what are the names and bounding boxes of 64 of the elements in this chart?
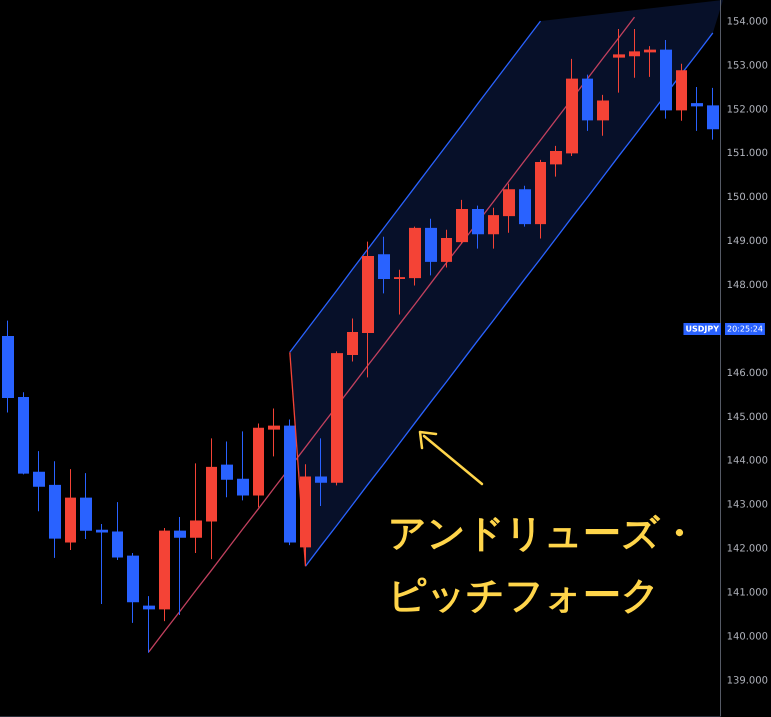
candlestick — [629, 28, 640, 78]
candlestick — [159, 527, 170, 622]
candlestick — [65, 468, 76, 550]
candlestick — [488, 207, 499, 250]
y-tick-label: 144.000 — [726, 456, 768, 467]
candlestick — [707, 87, 719, 140]
candlestick — [362, 241, 374, 378]
candlestick — [425, 218, 437, 276]
candlestick — [206, 438, 217, 560]
candlestick — [174, 516, 186, 616]
line-series — [289, 20, 542, 353]
candlestick — [394, 269, 405, 316]
candlestick — [347, 318, 358, 362]
candlestick — [566, 58, 578, 156]
y-tick-label: 150.000 — [726, 192, 768, 204]
candlestick — [33, 450, 45, 512]
y-tick-label: 143.000 — [726, 500, 768, 511]
candlestick — [315, 438, 327, 507]
candlestick — [190, 462, 202, 554]
y-tick-label: 153.000 — [726, 60, 768, 72]
y-tick-label: 142.000 — [726, 544, 768, 555]
candlestick — [456, 199, 468, 244]
y-tick-label: 145.000 — [726, 412, 768, 423]
candlestick — [253, 422, 264, 508]
candlestick — [284, 418, 296, 546]
candlestick — [331, 350, 343, 486]
candlestick — [597, 94, 609, 136]
candlestick — [143, 596, 155, 654]
candlestick — [613, 28, 625, 94]
y-tick-label: 154.000 — [726, 16, 768, 28]
candlestick — [503, 183, 515, 234]
y-tick-label: 151.000 — [726, 148, 768, 160]
y-tick-label: 140.000 — [726, 631, 768, 642]
text: 20:25:24 — [727, 324, 763, 334]
candlestick — [644, 46, 656, 78]
candlestick — [676, 63, 687, 122]
candlestick — [550, 145, 562, 178]
candlestick — [237, 430, 249, 501]
candlestick — [378, 236, 390, 294]
candlestick — [80, 472, 92, 540]
y-tick-label: 146.000 — [726, 368, 768, 379]
annotation: アンドリューズ・ピッチフォーク — [388, 511, 698, 617]
candlestick — [441, 229, 452, 268]
y-tick-label: 141.000 — [726, 588, 768, 599]
y-tick-label: 152.000 — [726, 104, 768, 116]
candlestick — [2, 320, 14, 413]
candlestick — [660, 39, 672, 120]
candlestick — [268, 408, 280, 457]
candlestick — [49, 460, 61, 558]
candlestick — [519, 185, 531, 228]
candlestick — [18, 392, 29, 475]
candlestick — [96, 524, 108, 604]
candlestick — [409, 226, 421, 286]
candlestick — [221, 440, 233, 498]
candlestick — [535, 159, 546, 240]
y-tick-label: 148.000 — [726, 280, 768, 292]
y-tick-label: 149.000 — [726, 236, 768, 248]
candlestick — [472, 205, 484, 250]
candlestick — [691, 86, 703, 132]
candlestick — [127, 552, 139, 624]
y-tick-label: 139.000 — [726, 675, 768, 686]
candlestick — [582, 74, 593, 132]
annotation: USDJPY — [685, 324, 720, 334]
candlestick — [112, 502, 123, 561]
